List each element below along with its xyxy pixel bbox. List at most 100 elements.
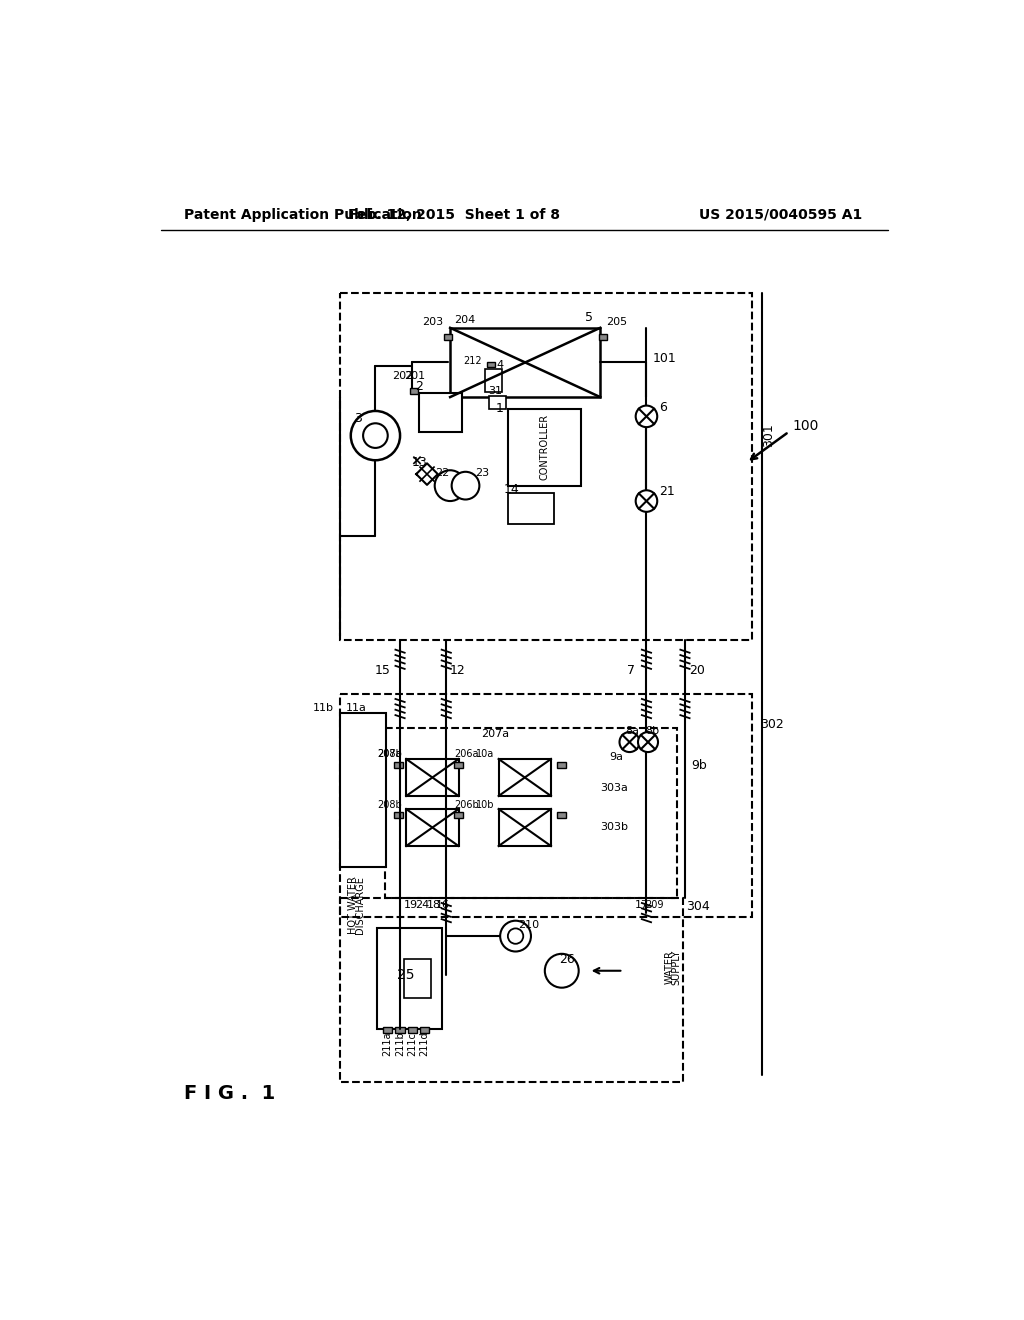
Bar	[408, 1027, 417, 1034]
Text: 203: 203	[422, 317, 443, 327]
Circle shape	[435, 470, 466, 502]
Bar	[557, 762, 566, 768]
Bar	[340, 713, 386, 867]
Text: 5: 5	[585, 312, 593, 325]
Text: 21: 21	[658, 486, 675, 499]
Text: 22: 22	[435, 467, 450, 478]
Text: 7: 7	[627, 664, 635, 677]
Circle shape	[500, 921, 531, 952]
Text: CONTROLLER: CONTROLLER	[539, 414, 549, 480]
Text: 1: 1	[496, 403, 503, 416]
Bar	[403, 960, 431, 998]
Text: Feb. 12, 2015  Sheet 1 of 8: Feb. 12, 2015 Sheet 1 of 8	[348, 207, 560, 222]
Text: 10a: 10a	[476, 750, 494, 759]
Text: Patent Application Publication: Patent Application Publication	[184, 207, 422, 222]
Text: 31: 31	[488, 385, 503, 396]
Bar	[377, 928, 442, 1028]
Bar	[487, 363, 495, 367]
Text: 211b: 211b	[395, 1031, 406, 1056]
Text: 208b: 208b	[377, 800, 401, 810]
Bar	[383, 1027, 392, 1034]
Text: 206a: 206a	[454, 750, 478, 759]
Bar	[508, 494, 554, 524]
Bar	[484, 368, 502, 392]
Text: 9b: 9b	[691, 759, 707, 772]
Text: 210: 210	[518, 920, 539, 929]
Text: 211d: 211d	[420, 1032, 430, 1056]
Text: 18: 18	[427, 900, 441, 911]
Text: 15: 15	[375, 664, 391, 677]
Circle shape	[351, 411, 400, 461]
Text: SUPPLY: SUPPLY	[672, 949, 682, 985]
Text: 205: 205	[606, 317, 628, 327]
Text: 208a: 208a	[377, 750, 401, 759]
Text: 25: 25	[397, 968, 415, 982]
Text: 211a: 211a	[383, 1032, 393, 1056]
Text: 303a: 303a	[600, 783, 628, 793]
Text: HOT WATER: HOT WATER	[348, 876, 358, 935]
Bar	[394, 812, 403, 818]
Text: DISCHARGE: DISCHARGE	[355, 876, 365, 935]
Bar	[508, 409, 581, 486]
Text: 204: 204	[454, 315, 475, 325]
Text: 13: 13	[412, 455, 427, 469]
Circle shape	[636, 405, 657, 428]
Text: 209: 209	[645, 900, 664, 911]
Circle shape	[508, 928, 523, 944]
Circle shape	[636, 490, 657, 512]
Circle shape	[452, 471, 479, 499]
Text: 2: 2	[416, 380, 423, 393]
Bar	[499, 759, 551, 796]
Circle shape	[620, 733, 640, 752]
Bar	[340, 293, 752, 640]
Text: 9a: 9a	[609, 752, 624, 763]
Bar	[410, 388, 418, 395]
Text: 304: 304	[686, 900, 711, 913]
Bar	[340, 898, 683, 1082]
Bar	[340, 693, 752, 917]
Text: 202: 202	[392, 371, 413, 380]
Circle shape	[545, 954, 579, 987]
Text: 212: 212	[463, 356, 481, 366]
Bar	[557, 812, 566, 818]
Text: F I G .  1: F I G . 1	[184, 1085, 275, 1104]
Text: 3: 3	[354, 412, 361, 425]
Text: 26: 26	[559, 953, 574, 966]
Text: 303b: 303b	[600, 822, 629, 832]
Text: 11b: 11b	[313, 704, 334, 713]
Text: 4: 4	[497, 360, 504, 370]
Text: 100: 100	[793, 420, 819, 433]
Bar	[454, 762, 463, 768]
Text: 17: 17	[635, 900, 649, 911]
Text: 20: 20	[689, 664, 705, 677]
Text: 8a: 8a	[625, 726, 639, 735]
Text: 19: 19	[403, 900, 418, 911]
Bar	[395, 1027, 404, 1034]
Text: 8b: 8b	[645, 726, 659, 735]
Text: 23: 23	[475, 467, 489, 478]
Text: 206b: 206b	[454, 800, 478, 810]
Text: US 2015/0040595 A1: US 2015/0040595 A1	[698, 207, 862, 222]
Bar	[419, 393, 462, 432]
Text: 207a: 207a	[481, 730, 509, 739]
Text: 12: 12	[451, 664, 466, 677]
Text: 207b: 207b	[377, 750, 401, 759]
Bar	[499, 809, 551, 846]
Text: 16: 16	[436, 900, 451, 911]
Bar	[444, 334, 452, 341]
Text: 14: 14	[503, 483, 519, 496]
Text: WATER: WATER	[665, 950, 675, 983]
Bar	[451, 327, 600, 397]
Text: 24: 24	[416, 900, 430, 911]
Circle shape	[638, 733, 658, 752]
Bar	[488, 396, 506, 409]
Text: 302: 302	[761, 718, 784, 731]
Circle shape	[364, 424, 388, 447]
Bar	[599, 334, 607, 341]
Text: 101: 101	[652, 352, 677, 366]
Bar	[407, 759, 459, 796]
Text: 301: 301	[762, 424, 774, 447]
Text: 6: 6	[658, 400, 667, 413]
Bar	[454, 812, 463, 818]
Text: 211c: 211c	[408, 1032, 418, 1056]
